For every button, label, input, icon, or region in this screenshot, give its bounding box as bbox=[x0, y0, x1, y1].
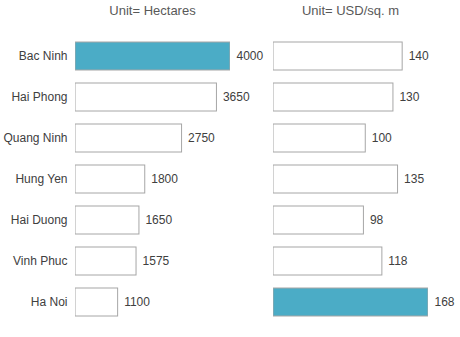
svg-text:1575: 1575 bbox=[143, 254, 170, 268]
svg-text:Bac Ninh: Bac Ninh bbox=[19, 49, 68, 63]
svg-text:168: 168 bbox=[435, 295, 455, 309]
svg-text:2750: 2750 bbox=[188, 131, 215, 145]
svg-text:130: 130 bbox=[399, 90, 419, 104]
svg-text:98: 98 bbox=[370, 213, 384, 227]
svg-text:118: 118 bbox=[388, 254, 407, 268]
html-text:Unit= USD/sq. m: Unit= USD/sq. m bbox=[301, 3, 400, 18]
svg-text:Vinh Phuc: Vinh Phuc bbox=[13, 254, 68, 268]
svg-text:100: 100 bbox=[372, 131, 392, 145]
svg-text:Hai Phong: Hai Phong bbox=[11, 90, 67, 104]
html-text:Unit= Hectares: Unit= Hectares bbox=[109, 3, 196, 18]
svg-text:135: 135 bbox=[404, 172, 424, 186]
svg-text:Quang Ninh: Quang Ninh bbox=[3, 131, 67, 145]
svg-text:1650: 1650 bbox=[145, 213, 172, 227]
svg-text:Hung Yen: Hung Yen bbox=[15, 172, 67, 186]
svg-text:Ha Noi: Ha Noi bbox=[31, 295, 68, 309]
svg-text:3650: 3650 bbox=[223, 90, 250, 104]
svg-text:1800: 1800 bbox=[151, 172, 178, 186]
svg-text:4000: 4000 bbox=[237, 49, 264, 63]
svg-text:140: 140 bbox=[409, 49, 429, 63]
svg-text:1100: 1100 bbox=[124, 295, 150, 309]
svg-text:Hai Duong: Hai Duong bbox=[11, 213, 68, 227]
